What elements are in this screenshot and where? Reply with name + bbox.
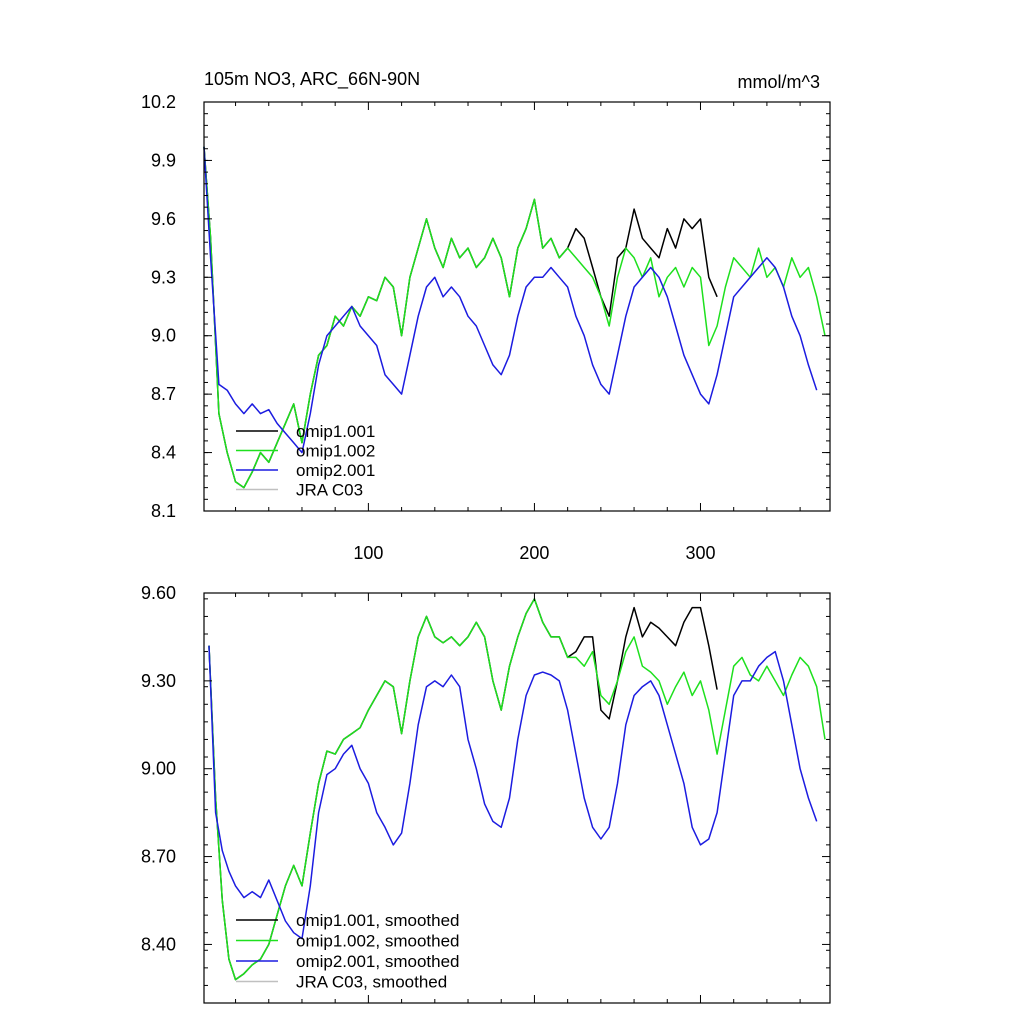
y-tick-label: 9.60 <box>141 583 176 603</box>
legend-label: omip1.002 <box>296 442 375 461</box>
y-tick-label: 8.40 <box>141 934 176 954</box>
x-tick-label: 200 <box>519 543 549 563</box>
plot-frame-top <box>203 101 831 512</box>
y-tick-label: 10.2 <box>141 92 176 112</box>
y-tick-label: 8.1 <box>151 501 176 521</box>
series-line-omip1-002 <box>203 146 826 489</box>
legend-label: omip2.001, smoothed <box>296 952 460 971</box>
series-line-omip2-001 <box>203 146 818 454</box>
plot-area-bottom <box>208 598 826 981</box>
legend-label: omip1.001, smoothed <box>296 911 460 930</box>
legend-label: omip1.002, smoothed <box>296 932 460 951</box>
chart-title: 105m NO3, ARC_66N-90N <box>204 69 420 90</box>
y-tick-label: 9.0 <box>151 326 176 346</box>
legend-label: JRA C03, smoothed <box>296 973 447 992</box>
plot-area-top <box>203 146 826 489</box>
panel-bottom: 8.40 8.70 9.00 9.30 9.60 omip1.001, smoothed o… <box>141 583 831 1004</box>
legend-label: omip2.001 <box>296 461 375 480</box>
x-tick-label: 100 <box>353 543 383 563</box>
x-tick-label: 300 <box>685 543 715 563</box>
y-tick-label: 9.30 <box>141 671 176 691</box>
y-tick-label: 8.70 <box>141 847 176 867</box>
y-tick-label: 8.4 <box>151 443 176 463</box>
series-line-omip1-001 <box>203 146 718 489</box>
y-tick-label: 9.9 <box>151 150 176 170</box>
units-label: mmol/m^3 <box>738 72 820 92</box>
plot-frame-bottom <box>203 592 831 1004</box>
series-line-omip1-001-smoothed <box>208 598 718 981</box>
series-line-omip1-002-smoothed <box>208 598 826 981</box>
y-tick-label: 9.00 <box>141 759 176 779</box>
legend-label: JRA C03 <box>296 481 363 500</box>
series-line-omip2-001-smoothed <box>208 645 818 940</box>
y-tick-label: 9.3 <box>151 267 176 287</box>
y-tick-label: 8.7 <box>151 384 176 404</box>
y-tick-label: 9.6 <box>151 209 176 229</box>
panel-top: 105m NO3, ARC_66N-90N mmol/m^3 8.1 8.4 8.7… <box>141 69 831 563</box>
legend-label: omip1.001 <box>296 422 375 441</box>
